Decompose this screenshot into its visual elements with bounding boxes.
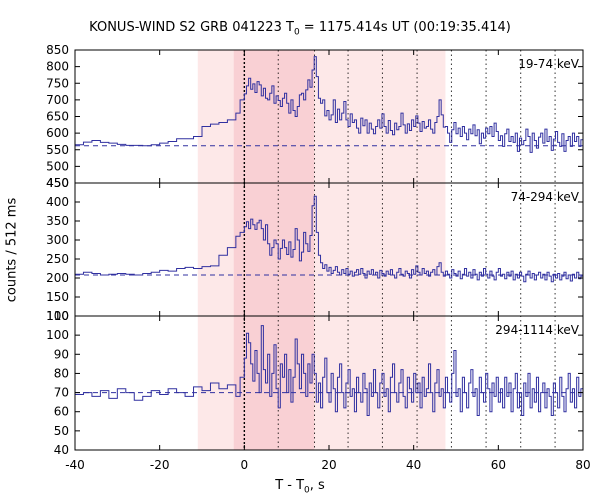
y-tick-label-2-2: 60 xyxy=(54,405,69,419)
y-tick-label-1-5: 350 xyxy=(46,214,69,228)
light-curve-0 xyxy=(75,56,584,153)
y-tick-label-2-3: 70 xyxy=(54,386,69,400)
y-tick-label-1-0: 100 xyxy=(46,309,69,323)
x-tick-label-4: 40 xyxy=(406,458,421,472)
y-tick-label-0-8: 850 xyxy=(46,43,69,57)
x-tick-label-2: 0 xyxy=(241,458,249,472)
y-tick-label-2-5: 90 xyxy=(54,347,69,361)
x-tick-label-0: -40 xyxy=(65,458,85,472)
light-curve-2 xyxy=(75,325,584,417)
y-tick-label-2-7: 110 xyxy=(46,309,69,323)
y-tick-label-0-5: 700 xyxy=(46,93,69,107)
x-tick-label-6: 80 xyxy=(575,458,590,472)
y-tick-label-2-6: 100 xyxy=(46,328,69,342)
x-tick-label-5: 60 xyxy=(491,458,506,472)
x-tick-label-3: 20 xyxy=(321,458,336,472)
shaded-interval-1 xyxy=(233,50,315,450)
y-axis-label: counts / 512 ms xyxy=(4,197,20,303)
x-axis-label: T - T0, s xyxy=(275,478,325,496)
y-tick-label-0-4: 650 xyxy=(46,110,69,124)
y-tick-label-0-6: 750 xyxy=(46,76,69,90)
y-tick-label-1-2: 200 xyxy=(46,271,69,285)
y-tick-label-1-6: 400 xyxy=(46,195,69,209)
y-tick-label-2-1: 50 xyxy=(54,424,69,438)
light-curve-1 xyxy=(75,195,584,283)
y-tick-label-0-1: 500 xyxy=(46,159,69,173)
y-tick-label-0-2: 550 xyxy=(46,143,69,157)
y-tick-label-1-7: 450 xyxy=(46,176,69,190)
y-tick-label-0-0: 450 xyxy=(46,176,69,190)
x-tick-label-1: -20 xyxy=(150,458,170,472)
energy-band-label-1: 74-294 keV xyxy=(511,190,580,204)
y-tick-label-0-3: 600 xyxy=(46,126,69,140)
y-tick-label-2-4: 80 xyxy=(54,366,69,380)
chart-title: KONUS-WIND S2 GRB 041223 T0 = 1175.414s … xyxy=(89,20,511,38)
y-tick-label-0-7: 800 xyxy=(46,60,69,74)
energy-band-label-2: 294-1114 keV xyxy=(495,323,579,337)
energy-band-label-0: 19-74 keV xyxy=(518,57,580,71)
y-tick-label-2-0: 40 xyxy=(54,443,69,457)
y-tick-label-1-4: 300 xyxy=(46,233,69,247)
y-tick-label-1-1: 150 xyxy=(46,290,69,304)
y-tick-label-1-3: 250 xyxy=(46,252,69,266)
